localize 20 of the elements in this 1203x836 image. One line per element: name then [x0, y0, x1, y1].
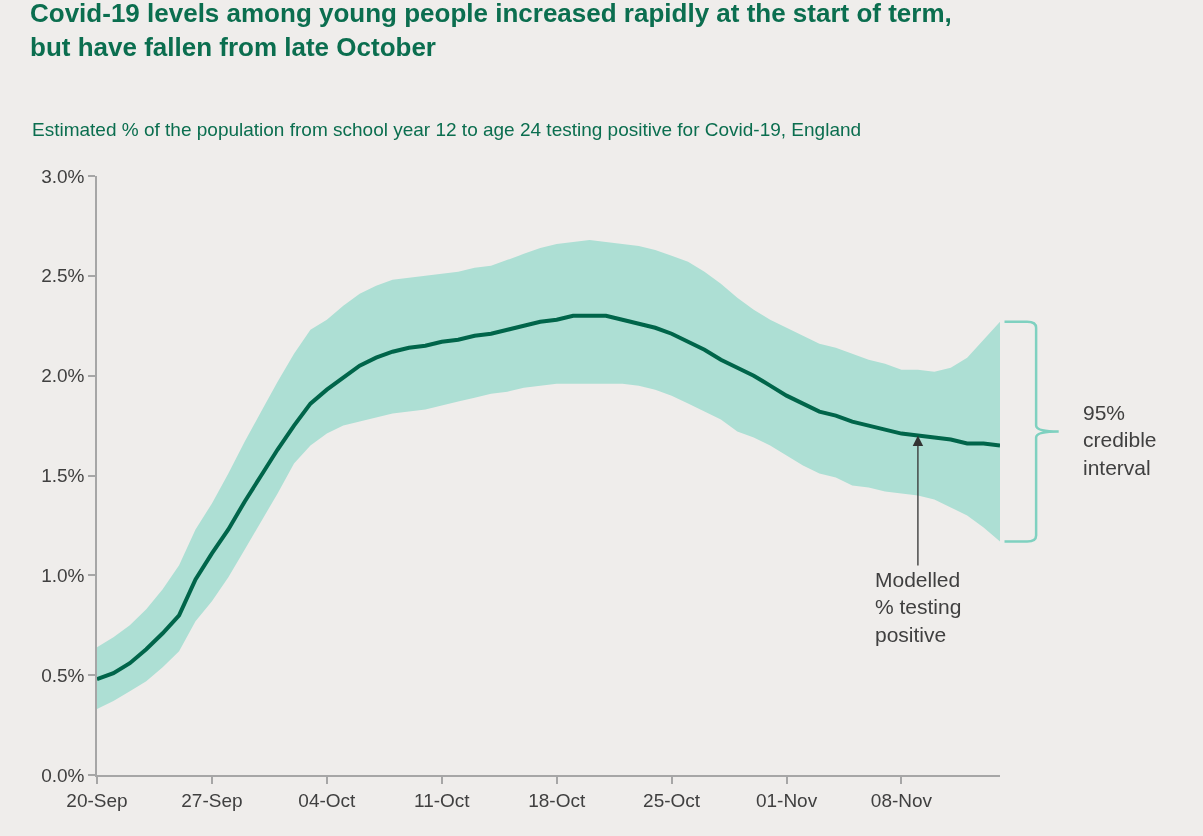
y-tick-label: 1.0% — [41, 564, 85, 586]
text: 95% credible interval — [1083, 401, 1157, 479]
y-tick-label: 3.0% — [41, 165, 85, 187]
x-tick-label: 08-Nov — [870, 789, 933, 811]
y-tick-label: 2.5% — [41, 265, 85, 287]
x-tick-label: 11-Oct — [413, 789, 471, 811]
x-tick-label: 01-Nov — [755, 789, 818, 811]
y-tick-label: 0.0% — [41, 764, 85, 786]
x-tick-label: 18-Oct — [528, 789, 586, 811]
line-series — [97, 313, 1000, 682]
x-tick-label: 27-Sep — [181, 789, 243, 811]
y-tick-label: 2.0% — [41, 365, 85, 387]
chart-title: Covid-19 levels among young people increased rapidly at the start of term, but have fallen from late October — [30, 0, 952, 62]
chart-subtitle: Estimated % of the population from school year 12 to age 24 testing positive for Covid-19, England — [32, 119, 862, 140]
x-tick-label: 20-Sep — [66, 789, 128, 811]
y-tick-label: 1.5% — [41, 465, 85, 487]
annotation: Modelled % testing positive — [875, 568, 962, 646]
y-tick-label: 0.5% — [41, 664, 85, 686]
x-tick-label: 04-Oct — [298, 789, 357, 811]
x-tick-label: 25-Oct — [643, 789, 701, 811]
